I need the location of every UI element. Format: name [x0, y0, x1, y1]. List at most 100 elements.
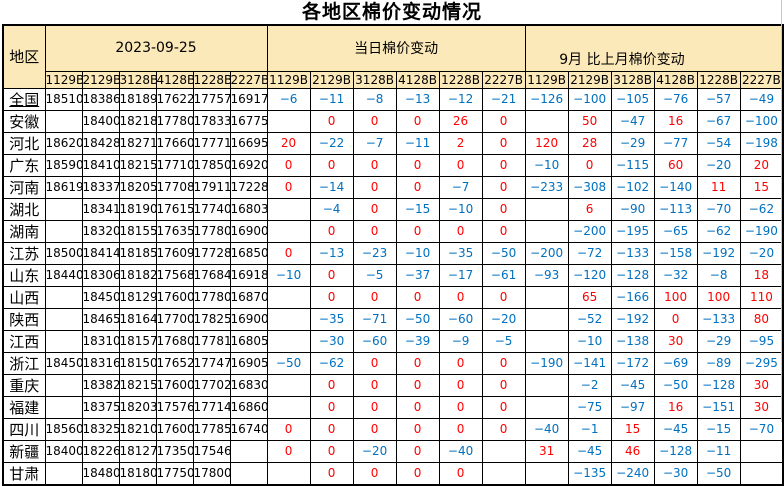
monthly-change-cell: −45: [653, 417, 698, 441]
monthly-change-cell: −166: [610, 285, 655, 309]
monthly-change-cell: −308: [567, 175, 612, 199]
monthly-change-cell: −10: [524, 153, 569, 177]
daily-change-cell: 0: [395, 219, 440, 243]
daily-change-cell: −13: [309, 241, 354, 265]
daily-change-cell: 0: [266, 241, 311, 265]
monthly-change-cell: −135: [567, 461, 612, 485]
monthly-change-cell: −77: [653, 131, 698, 155]
daily-change-cell: 0: [352, 285, 397, 309]
price-cell: 17600: [155, 285, 194, 309]
price-cell: 17771: [192, 131, 231, 155]
price-cell: 17785: [192, 417, 231, 441]
monthly-change-cell: −76: [653, 87, 698, 111]
monthly-change-cell: −62: [739, 197, 784, 221]
monthly-change-cell: −233: [524, 175, 569, 199]
monthly-change-cell: −200: [567, 219, 612, 243]
daily-change-cell: 0: [309, 153, 354, 177]
daily-change-cell: 0: [266, 417, 311, 441]
daily-change-cell: −20: [352, 439, 397, 463]
price-cell: 18440: [44, 263, 83, 287]
price-cell: 18620: [44, 131, 83, 155]
region-link-cell[interactable]: 全国: [2, 87, 46, 111]
daily-change-cell: [266, 461, 311, 485]
region-cell: 陕西: [2, 307, 46, 331]
monthly-change-cell: −8: [696, 263, 741, 287]
daily-change-cell: −71: [352, 307, 397, 331]
price-cell: 17825: [192, 307, 231, 331]
grade-header-3128b-s3: 3128B: [610, 70, 655, 89]
price-cell: 16905: [229, 351, 268, 375]
daily-change-cell: −60: [352, 329, 397, 353]
table-row: 山东 18440 18306 18182 17568 17684 16918 −10 0 −5 −3…: [2, 263, 784, 287]
daily-change-cell: 0: [352, 461, 397, 485]
daily-change-cell: 0: [438, 395, 483, 419]
daily-change-cell: −50: [395, 307, 440, 331]
price-cell: 18306: [81, 263, 120, 287]
price-cell: 16917: [229, 87, 268, 111]
monthly-change-cell: −70: [696, 197, 741, 221]
price-cell: 18150: [118, 351, 157, 375]
price-cell: 17680: [155, 329, 194, 353]
daily-change-cell: −30: [309, 329, 354, 353]
price-cell: [229, 439, 268, 463]
monthly-change-cell: −40: [524, 417, 569, 441]
monthly-change-cell: −115: [610, 153, 655, 177]
grade-header-2227b-s2: 2227B: [481, 70, 526, 89]
daily-change-cell: 0: [266, 153, 311, 177]
daily-change-cell: 0: [438, 219, 483, 243]
daily-change-cell: 0: [352, 109, 397, 133]
monthly-change-cell: −90: [610, 197, 655, 221]
monthly-change-cell: −62: [696, 219, 741, 243]
monthly-change-cell: [524, 395, 569, 419]
daily-change-cell: [266, 307, 311, 331]
grade-header-2129b-s1: 2129B: [81, 70, 120, 89]
daily-change-cell: −17: [438, 263, 483, 287]
monthly-change-cell: −10: [567, 329, 612, 353]
daily-change-cell: 0: [309, 219, 354, 243]
price-cell: 18316: [81, 351, 120, 375]
monthly-change-cell: 60: [653, 153, 698, 177]
monthly-change-cell: −133: [696, 307, 741, 331]
grade-header-row: 1129B 2129B 3128B 4128B 1228B 2227B 1129B 2129B…: [3, 70, 784, 89]
price-cell: 16775: [229, 109, 268, 133]
monthly-change-cell: −100: [739, 109, 784, 133]
price-cell: 16918: [229, 263, 268, 287]
region-cell: 湖北: [2, 197, 46, 221]
monthly-change-cell: −70: [739, 417, 784, 441]
monthly-change-cell: −172: [610, 351, 655, 375]
price-cell: 17635: [155, 219, 194, 243]
monthly-change-cell: −65: [653, 219, 698, 243]
price-cell: 18218: [118, 109, 157, 133]
price-cell: 18203: [118, 395, 157, 419]
grade-header-3128b-s1: 3128B: [118, 70, 157, 89]
grade-header-1228b-s1: 1228B: [192, 70, 231, 89]
monthly-change-cell: −151: [696, 395, 741, 419]
monthly-change-cell: −128: [696, 373, 741, 397]
daily-change-cell: −50: [266, 351, 311, 375]
grade-header-1129b-s3: 1129B: [524, 70, 569, 89]
daily-change-cell: 0: [352, 373, 397, 397]
grade-header-2227b-s1: 2227B: [229, 70, 268, 89]
daily-change-cell: 0: [395, 461, 440, 485]
price-cell: 18215: [118, 153, 157, 177]
daily-change-cell: 0: [438, 373, 483, 397]
daily-change-cell: −5: [481, 329, 526, 353]
daily-change-cell: −5: [352, 263, 397, 287]
price-cell: 18382: [81, 373, 120, 397]
monthly-change-cell: −67: [696, 109, 741, 133]
price-cell: 17600: [155, 417, 194, 441]
monthly-change-cell: 0: [567, 153, 612, 177]
daily-change-cell: −23: [352, 241, 397, 265]
price-cell: 18510: [44, 87, 83, 111]
monthly-change-cell: 110: [739, 285, 784, 309]
price-cell: 17708: [155, 175, 194, 199]
price-cell: 18325: [81, 417, 120, 441]
monthly-change-cell: −93: [524, 263, 569, 287]
price-cell: 17750: [155, 461, 194, 485]
price-cell: 17833: [192, 109, 231, 133]
price-cell: 18127: [118, 439, 157, 463]
price-cell: 16900: [229, 219, 268, 243]
daily-change-cell: −12: [438, 87, 483, 111]
monthly-change-cell: −50: [696, 461, 741, 485]
daily-change-cell: [266, 219, 311, 243]
